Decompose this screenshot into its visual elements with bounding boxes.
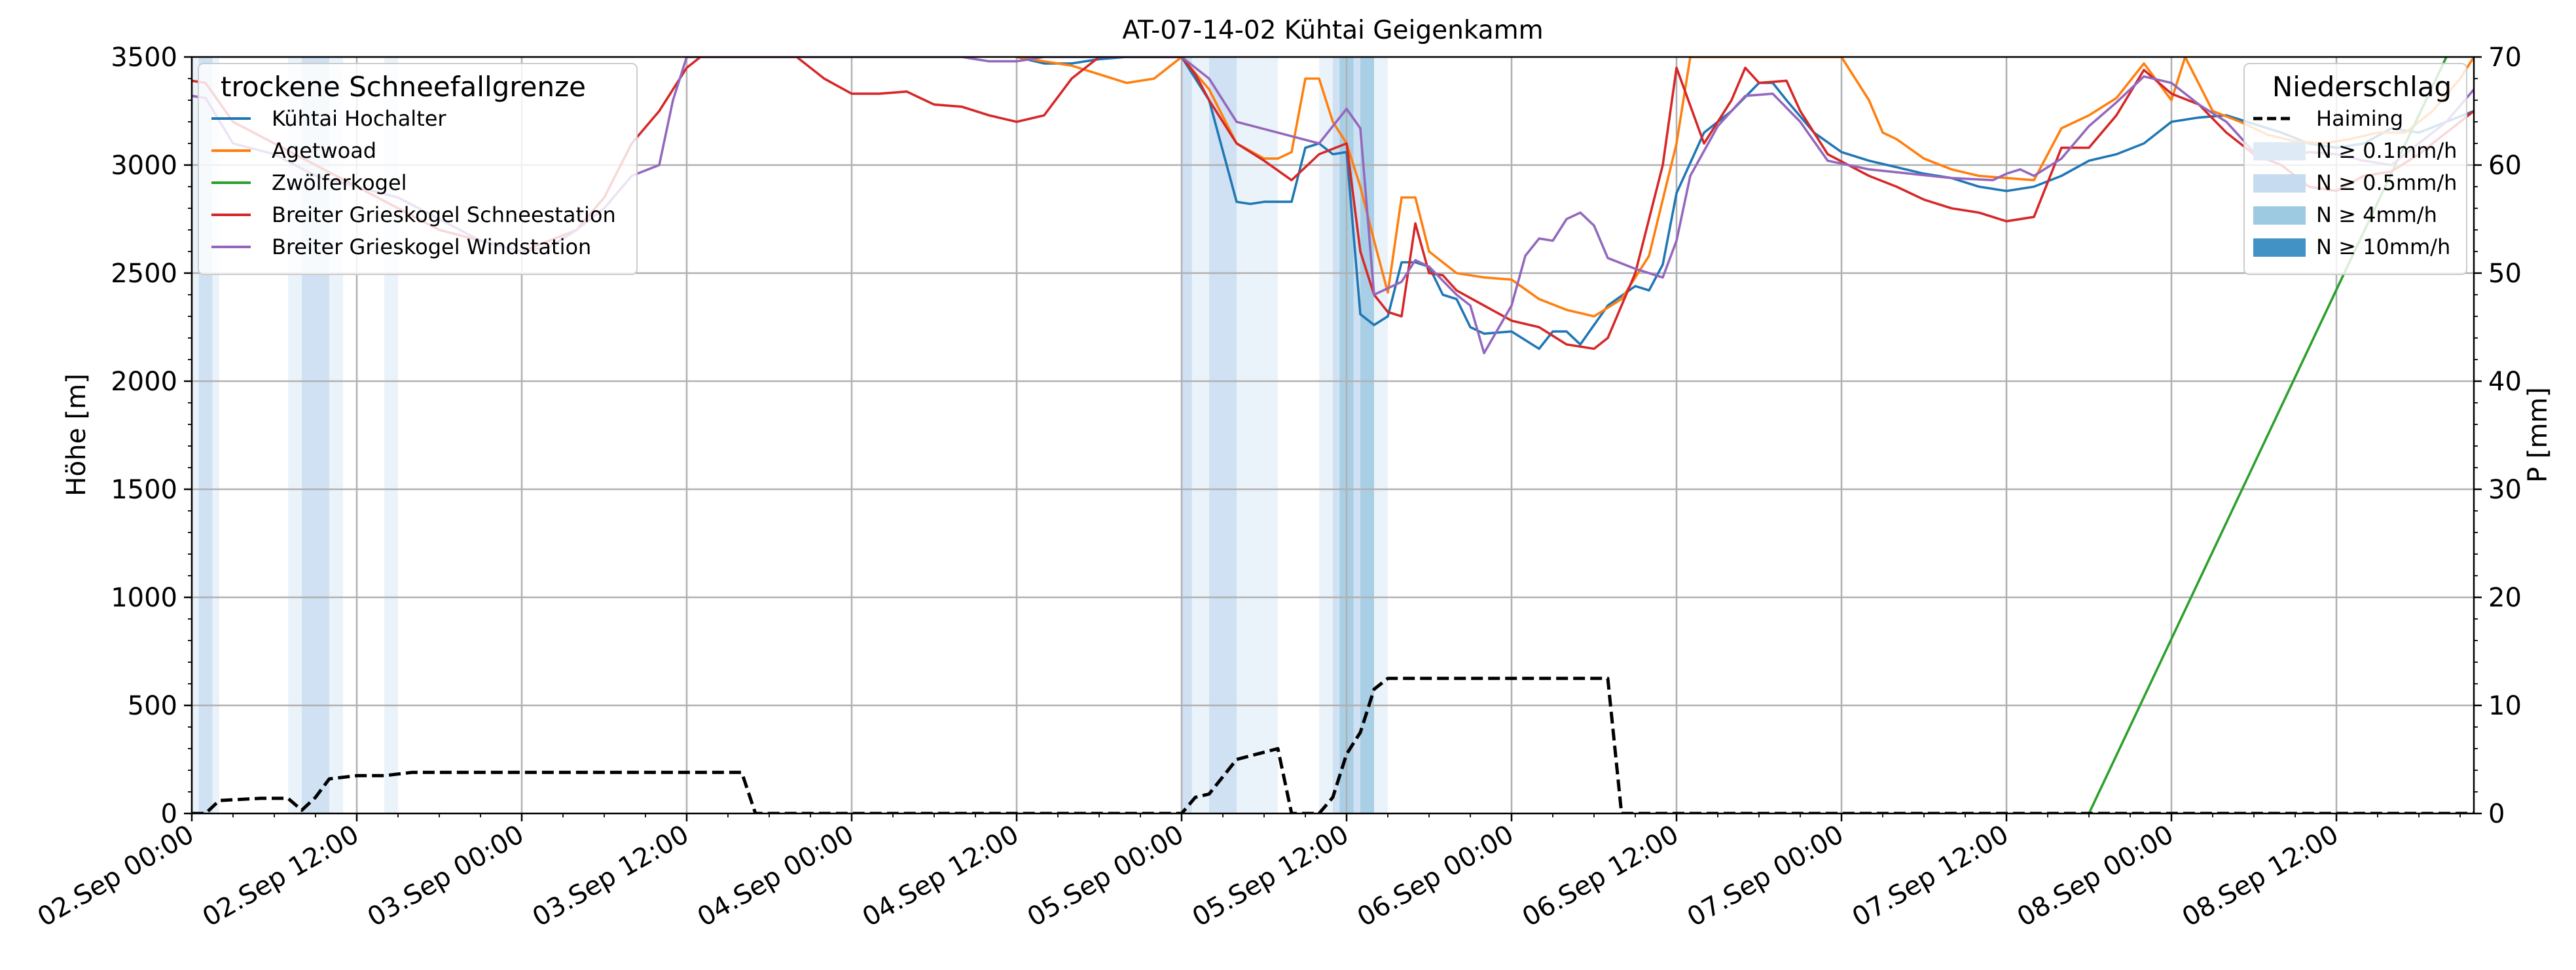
legend-left-title: trockene Schneefallgrenze — [221, 71, 586, 103]
precip-band — [1209, 57, 1237, 813]
legend-left-box — [198, 63, 638, 275]
y-tick-label: 500 — [128, 691, 177, 721]
y-tick-label: 3000 — [111, 151, 177, 181]
series-line-breiter-grieskogel-schneestation — [192, 57, 2474, 350]
legend-left-label: Agetwoad — [272, 138, 376, 163]
legend-left-label: Breiter Grieskogel Schneestation — [272, 202, 616, 227]
y2-axis-label: P [mm] — [2523, 387, 2553, 483]
y2-tick-label: 20 — [2488, 583, 2522, 613]
y2-tick-label: 60 — [2488, 151, 2522, 181]
legend-left-label: Kühtai Hochalter — [272, 106, 446, 131]
series-line-k-htai-hochalter — [1016, 57, 2474, 350]
y-tick-label: 2500 — [111, 259, 177, 289]
y-tick-label: 1500 — [111, 475, 177, 505]
plot-frame — [190, 56, 2475, 815]
y2-tick-label: 30 — [2488, 475, 2522, 505]
legend-left-label: Breiter Grieskogel Windstation — [272, 234, 591, 259]
y-axis-label: Höhe [m] — [62, 373, 92, 496]
legend-right-title: Niederschlag — [2272, 71, 2452, 103]
y2-tick-label: 10 — [2488, 691, 2522, 721]
legend-left-label: Zwölferkogel — [272, 170, 407, 195]
legend-right-swatch — [2253, 238, 2306, 257]
y-tick-label: 1000 — [111, 583, 177, 613]
y2-tick-label: 50 — [2488, 259, 2522, 289]
y2-tick-label: 0 — [2488, 799, 2505, 829]
series-line-agetwoad — [1016, 57, 2474, 318]
precip-band — [1182, 57, 1192, 813]
legend-right-swatch — [2253, 142, 2306, 160]
y2-tick-label: 70 — [2488, 43, 2522, 73]
legend-right-swatch — [2253, 174, 2306, 193]
legend-right-label: N ≥ 10mm/h — [2316, 234, 2450, 259]
legend-right-label: Haiming — [2316, 106, 2403, 131]
legend-right-label: N ≥ 0.5mm/h — [2316, 170, 2457, 195]
legend-snowfall-limit: trockene Schneefallgrenze Kühtai Hochalte… — [198, 63, 638, 275]
chart-title: AT-07-14-02 Kühtai Geigenkamm — [1122, 16, 1543, 45]
legend-right-label: N ≥ 4mm/h — [2316, 202, 2437, 227]
y2-tick-label: 40 — [2488, 367, 2522, 397]
legend-precipitation: Niederschlag Haiming N ≥ 0.1mm/h N ≥ 0.5mm/… — [2243, 63, 2467, 275]
y-tick-label: 0 — [161, 799, 177, 829]
series-line-haiming — [192, 677, 2474, 813]
y-tick-label: 2000 — [111, 367, 177, 397]
y-tick-label: 3500 — [111, 43, 177, 73]
legend-right-swatch — [2253, 206, 2306, 225]
legend-right-label: N ≥ 0.1mm/h — [2316, 138, 2457, 163]
